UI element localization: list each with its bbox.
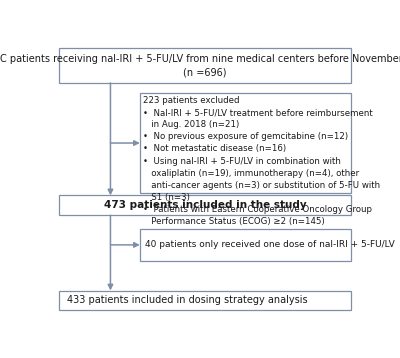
FancyBboxPatch shape bbox=[140, 229, 351, 261]
Text: PDAC patients receiving nal-IRI + 5-FU/LV from nine medical centers before Novem: PDAC patients receiving nal-IRI + 5-FU/L… bbox=[0, 54, 400, 77]
Text: 223 patients excluded
•  Nal-IRI + 5-FU/LV treatment before reimbursement
   in : 223 patients excluded • Nal-IRI + 5-FU/L… bbox=[143, 96, 380, 226]
FancyBboxPatch shape bbox=[59, 48, 351, 83]
FancyBboxPatch shape bbox=[59, 195, 351, 215]
FancyBboxPatch shape bbox=[140, 93, 351, 193]
Text: 40 patients only received one dose of nal-IRI + 5-FU/LV: 40 patients only received one dose of na… bbox=[144, 240, 394, 250]
Text: 473 patients included in the study: 473 patients included in the study bbox=[104, 200, 306, 210]
Text: 433 patients included in dosing strategy analysis: 433 patients included in dosing strategy… bbox=[67, 295, 308, 305]
FancyBboxPatch shape bbox=[59, 290, 351, 310]
